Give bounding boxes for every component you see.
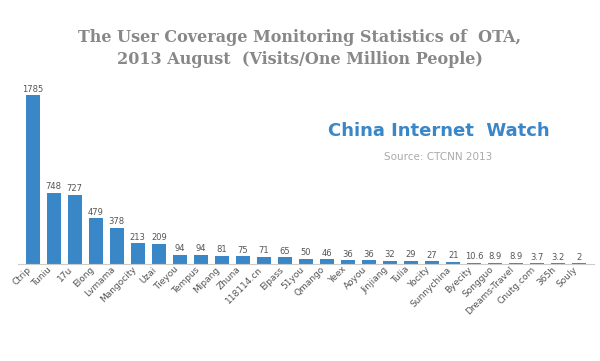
Bar [509, 263, 523, 264]
Text: 2: 2 [577, 253, 582, 262]
Text: 10.6: 10.6 [465, 252, 484, 261]
Text: 50: 50 [301, 248, 311, 257]
Text: 36: 36 [343, 250, 353, 259]
Bar [131, 243, 145, 264]
Bar [383, 261, 397, 264]
Text: 21: 21 [448, 251, 458, 260]
Bar [467, 262, 481, 264]
Bar [299, 259, 313, 264]
Text: 213: 213 [130, 233, 146, 242]
Bar [488, 263, 502, 264]
Text: Source: CTCNN 2013: Source: CTCNN 2013 [385, 152, 493, 162]
Text: 71: 71 [259, 247, 269, 256]
Bar [362, 260, 376, 264]
Bar [47, 193, 61, 264]
Text: 29: 29 [406, 251, 416, 259]
Bar [320, 259, 334, 264]
Bar [173, 255, 187, 264]
Text: 36: 36 [364, 250, 374, 259]
Bar [110, 228, 124, 264]
Text: 65: 65 [280, 247, 290, 256]
Text: 46: 46 [322, 249, 332, 258]
Bar [68, 195, 82, 264]
Text: 81: 81 [217, 245, 227, 255]
Text: 479: 479 [88, 208, 104, 217]
Bar [89, 218, 103, 264]
Text: 727: 727 [67, 184, 83, 193]
Text: 1785: 1785 [22, 84, 43, 93]
Text: 94: 94 [175, 244, 185, 253]
Bar [194, 255, 208, 264]
Text: 8.9: 8.9 [488, 252, 502, 261]
Text: China Internet  Watch: China Internet Watch [328, 122, 549, 140]
Text: 27: 27 [427, 251, 437, 260]
Bar [152, 244, 166, 264]
Bar [26, 95, 40, 264]
Bar [425, 261, 439, 264]
Bar [341, 260, 355, 264]
Text: 3.2: 3.2 [551, 253, 565, 262]
Text: 748: 748 [46, 183, 62, 191]
Text: 75: 75 [238, 246, 248, 255]
Text: 3.7: 3.7 [530, 253, 544, 262]
Text: 94: 94 [196, 244, 206, 253]
Bar [278, 257, 292, 264]
Bar [446, 262, 460, 264]
Text: The User Coverage Monitoring Statistics of  OTA,
2013 August  (Visits/One Millio: The User Coverage Monitoring Statistics … [79, 29, 521, 68]
Bar [236, 256, 250, 264]
Bar [404, 261, 418, 264]
Bar [257, 257, 271, 264]
Text: 378: 378 [109, 217, 125, 226]
Bar [215, 256, 229, 264]
Text: 32: 32 [385, 250, 395, 259]
Text: 209: 209 [151, 233, 167, 242]
Text: 8.9: 8.9 [509, 252, 523, 261]
